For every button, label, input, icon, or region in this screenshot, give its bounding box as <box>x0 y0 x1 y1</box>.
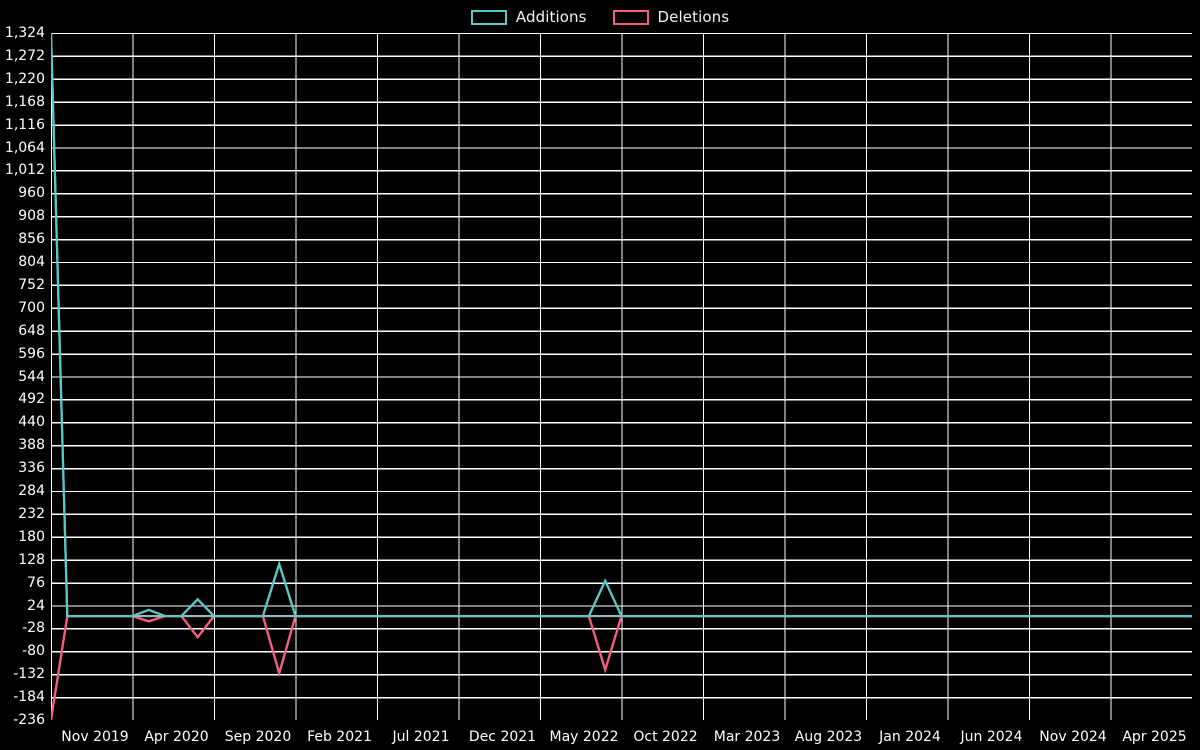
legend-item-additions[interactable]: Additions <box>470 8 587 26</box>
y-axis-tick-label: 284 <box>18 483 45 499</box>
y-axis-tick-label: 440 <box>18 414 45 431</box>
y-axis-tick-label: 544 <box>18 368 45 385</box>
y-axis-tick-label: -236 <box>13 712 45 728</box>
x-axis-tick-label: Dec 2021 <box>468 729 537 745</box>
legend-label-deletions: Deletions <box>657 8 730 26</box>
chart-canvas <box>51 33 1192 720</box>
y-axis-tick-label: 804 <box>18 254 45 270</box>
y-axis-tick-label: 1,012 <box>4 162 45 179</box>
x-axis-tick-label: Feb 2021 <box>307 729 372 745</box>
y-axis-tick-label: 596 <box>18 345 45 362</box>
y-axis-tick-label: 960 <box>18 185 45 202</box>
y-axis-tick-label: 1,168 <box>4 93 45 110</box>
x-axis-tick-label: May 2022 <box>549 729 619 745</box>
y-axis-tick-label: 492 <box>18 391 45 408</box>
y-axis-tick-label: -132 <box>13 666 45 683</box>
x-axis-tick-label: Apr 2025 <box>1122 729 1187 745</box>
y-axis-tick-label: 1,064 <box>4 139 45 156</box>
series-line-additions <box>51 33 1192 618</box>
y-axis-tick-label: 700 <box>18 299 45 316</box>
y-axis-tick-label: 752 <box>18 276 45 293</box>
x-axis-tick-label: Jan 2024 <box>879 729 941 745</box>
legend-swatch-deletions <box>612 9 649 25</box>
y-axis-tick-label: 908 <box>18 208 45 225</box>
y-axis-tick-label: 856 <box>18 231 45 248</box>
legend-label-additions: Additions <box>515 8 587 26</box>
x-axis-tick-label: Apr 2020 <box>144 729 209 745</box>
y-axis-tick-label: 180 <box>18 528 45 545</box>
y-axis-tick-label: 76 <box>27 574 45 591</box>
y-axis-tick-label: -80 <box>22 643 45 660</box>
x-axis-tick-label: Jun 2024 <box>960 729 1023 745</box>
y-axis-tick-label: 232 <box>18 505 45 522</box>
y-axis-tick-label: -28 <box>22 620 45 637</box>
x-axis-tick-label: Sep 2020 <box>224 729 292 745</box>
x-axis-tick-label: Jul 2021 <box>392 729 450 745</box>
y-axis-tick-label: 1,116 <box>4 116 45 133</box>
grid-lines <box>51 33 1192 720</box>
y-axis-tick-label: 1,272 <box>4 47 45 64</box>
y-axis-tick-label: -184 <box>13 689 45 706</box>
y-axis-tick-label: 336 <box>18 460 45 477</box>
chart-legend: Additions Deletions <box>0 0 1200 34</box>
x-axis-tick-label: Aug 2023 <box>794 729 863 745</box>
x-axis-tick-label: Nov 2024 <box>1039 729 1107 745</box>
y-axis-tick-label: 1,220 <box>4 70 45 87</box>
legend-item-deletions[interactable]: Deletions <box>612 8 730 26</box>
x-axis-tick-label: Mar 2023 <box>713 729 781 745</box>
polyline-additions-top <box>51 33 1192 618</box>
x-axis-tick-label: Nov 2019 <box>61 729 129 745</box>
y-axis-tick-label: 24 <box>27 597 45 614</box>
y-axis-tick-label: 128 <box>18 551 45 568</box>
plot-area <box>51 33 1192 720</box>
y-axis-tick-label: 388 <box>18 437 45 454</box>
legend-swatch-additions <box>470 9 507 25</box>
x-axis-tick-label: Oct 2022 <box>633 729 698 745</box>
y-axis-tick-label: 648 <box>18 322 45 339</box>
